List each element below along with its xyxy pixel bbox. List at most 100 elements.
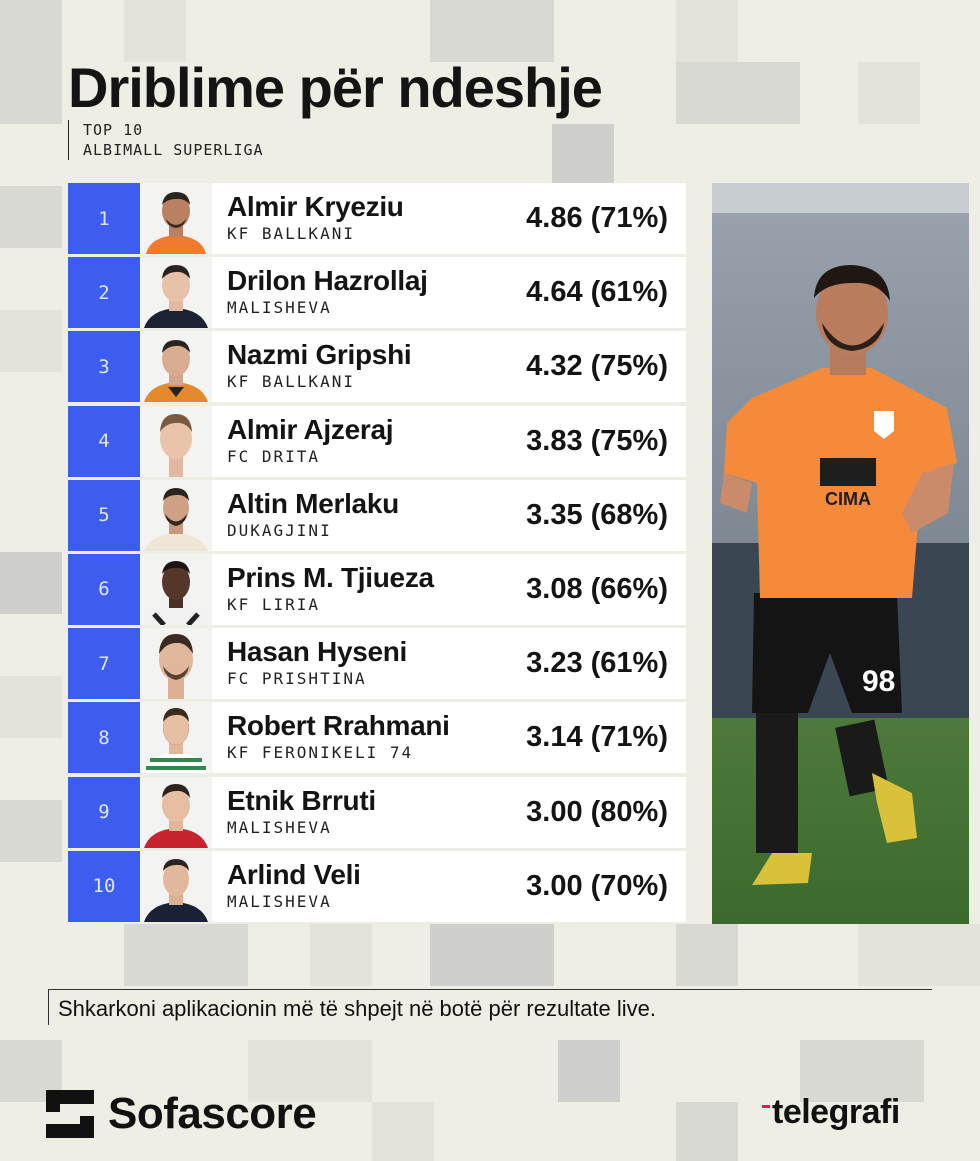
rank-cell: 9 — [68, 776, 140, 848]
bg-block — [248, 1040, 372, 1102]
table-row: 2 Drilon Hazrollaj MALISHEVA 4.64 (61%) — [68, 257, 686, 329]
player-team: KF BALLKANI — [227, 224, 355, 243]
dribble-value: 3.83 (75%) — [526, 424, 668, 457]
rank-cell: 6 — [68, 553, 140, 625]
bg-block — [0, 676, 62, 738]
sofascore-wordmark: Sofascore — [108, 1089, 317, 1138]
rank-cell: 2 — [68, 257, 140, 329]
table-row: 9 Etnik Brruti MALISHEVA 3.00 (80%) — [68, 776, 686, 848]
player-info: Drilon Hazrollaj MALISHEVA — [212, 257, 496, 328]
player-avatar — [140, 850, 212, 922]
table-row: 4 Almir Ajzeraj FC DRITA 3.83 (75%) — [68, 405, 686, 477]
subtitle-top: TOP 10 — [83, 121, 144, 139]
rank-cell: 7 — [68, 628, 140, 700]
player-info: Almir Kryeziu KF BALLKANI — [212, 183, 496, 254]
bg-block — [858, 924, 980, 986]
bg-block — [430, 0, 554, 62]
bg-block — [0, 552, 62, 614]
player-info: Altin Merlaku DUKAGJINI — [212, 480, 496, 551]
bg-block — [0, 186, 62, 248]
bg-block — [124, 0, 186, 62]
player-team: MALISHEVA — [227, 817, 332, 837]
player-name: Hasan Hyseni — [227, 636, 408, 668]
player-team: KF LIRIA — [227, 594, 321, 614]
player-avatar — [140, 479, 212, 551]
player-name: Robert Rrahmani — [227, 710, 450, 742]
player-name: Prins M. Tjiueza — [227, 561, 434, 593]
dribble-value: 3.00 (80%) — [526, 795, 668, 828]
table-row: 1 Almir Kryeziu KF BALLKANI 4.86 (71%) — [68, 183, 686, 254]
bg-block — [676, 1102, 738, 1161]
bg-block — [558, 1040, 620, 1102]
player-team: MALISHEVA — [227, 298, 332, 318]
bg-block — [310, 924, 372, 986]
table-row: 3 Nazmi Gripshi KF BALLKANI 4.32 (75%) — [68, 331, 686, 403]
bg-block — [552, 124, 614, 186]
dribble-value: 3.00 (70%) — [526, 869, 668, 902]
dribble-value: 4.64 (61%) — [526, 276, 668, 309]
table-row: 6 Prins M. Tjiueza KF LIRIA 3.08 (66%) — [68, 553, 686, 625]
rank-cell: 5 — [68, 479, 140, 551]
player-info: Etnik Brruti MALISHEVA — [212, 777, 496, 848]
player-name: Nazmi Gripshi — [227, 339, 412, 371]
hero-player-photo: 98 CIMA — [712, 183, 969, 924]
bg-block — [430, 924, 554, 986]
player-team: FC DRITA — [227, 446, 321, 466]
bg-block — [676, 924, 738, 986]
telegrafi-wordmark: telegrafi — [772, 1093, 900, 1131]
player-team: FC PRISHTINA — [227, 669, 367, 689]
dribble-value: 4.32 (75%) — [526, 350, 668, 383]
dribble-value: 3.14 (71%) — [526, 721, 668, 754]
rank-cell: 4 — [68, 405, 140, 477]
shirt-sponsor: CIMA — [825, 489, 871, 509]
dribble-value: 3.23 (61%) — [526, 647, 668, 680]
player-team: DUKAGJINI — [227, 520, 332, 540]
bg-block — [0, 62, 62, 124]
dribble-value: 3.35 (68%) — [526, 498, 668, 531]
rank-cell: 10 — [68, 850, 140, 922]
player-team: KF FERONIKELI 74 — [227, 743, 414, 763]
bg-block — [0, 800, 62, 862]
footer-divider — [48, 989, 932, 1025]
footer-tagline: Shkarkoni aplikacionin më të shpejt në b… — [58, 996, 657, 1021]
player-avatar — [140, 405, 212, 477]
player-info: Arlind Veli MALISHEVA — [212, 851, 496, 922]
bg-block — [858, 62, 920, 124]
sofascore-logo-icon — [46, 1090, 94, 1138]
player-avatar — [140, 257, 212, 329]
player-avatar — [140, 553, 212, 625]
rank-cell: 3 — [68, 331, 140, 403]
table-row: 5 Altin Merlaku DUKAGJINI 3.35 (68%) — [68, 479, 686, 551]
rank-cell: 1 — [68, 183, 140, 254]
player-name: Drilon Hazrollaj — [227, 265, 428, 297]
player-team: KF BALLKANI — [227, 372, 355, 392]
table-row: 8 Robert Rrahmani KF FERONIKELI 74 3.14 … — [68, 702, 686, 774]
table-row: 7 Hasan Hyseni FC PRISHTINA 3.23 (61%) — [68, 628, 686, 700]
bg-block — [800, 1040, 924, 1102]
table-row: 10 Arlind Veli MALISHEVA 3.00 (70%) — [68, 850, 686, 922]
dribble-value: 3.08 (66%) — [526, 572, 668, 605]
player-avatar — [140, 702, 212, 774]
telegrafi-logo: telegrafi — [762, 1093, 900, 1132]
bg-block — [372, 1102, 434, 1161]
sofascore-logo: Sofascore — [46, 1089, 317, 1139]
bg-block — [0, 0, 62, 62]
player-avatar — [140, 776, 212, 848]
player-avatar — [140, 628, 212, 700]
subtitle: TOP 10 ALBIMALL SUPERLIGA — [68, 120, 264, 160]
player-team: MALISHEVA — [227, 891, 332, 911]
bg-block — [124, 924, 248, 986]
player-name: Altin Merlaku — [227, 487, 399, 519]
player-avatar — [140, 183, 212, 254]
shirt-number: 98 — [862, 665, 895, 698]
player-avatar — [140, 331, 212, 403]
telegrafi-dot-icon — [762, 1105, 770, 1108]
player-info: Robert Rrahmani KF FERONIKELI 74 — [212, 702, 496, 773]
player-info: Almir Ajzeraj FC DRITA — [212, 406, 496, 477]
ranking-table: 1 Almir Kryeziu KF BALLKANI 4.86 (71%) 2 — [68, 183, 686, 925]
subtitle-league: ALBIMALL SUPERLIGA — [83, 141, 264, 159]
player-name: Arlind Veli — [227, 858, 361, 890]
page-title: Driblime për ndeshje — [68, 56, 603, 119]
player-name: Almir Ajzeraj — [227, 413, 394, 445]
player-info: Hasan Hyseni FC PRISHTINA — [212, 628, 496, 699]
